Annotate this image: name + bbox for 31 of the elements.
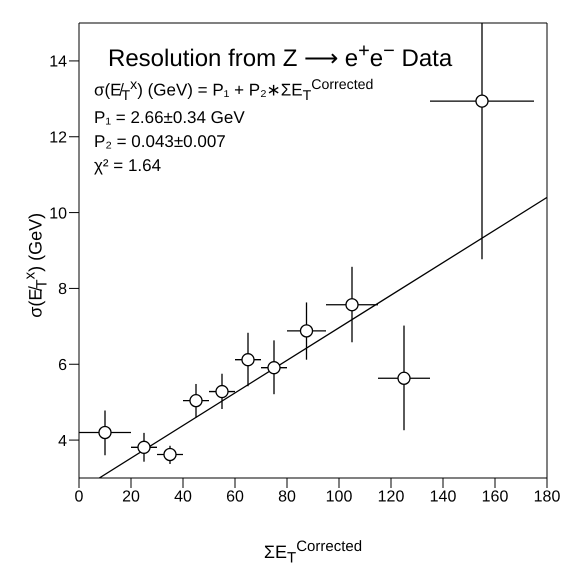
x-tick-label: 80 xyxy=(278,488,296,506)
x-tick-label: 40 xyxy=(174,488,192,506)
point xyxy=(267,361,281,374)
y-tick-label: 4 xyxy=(58,432,68,450)
x-tick-label: 60 xyxy=(226,488,244,506)
x-tick-label: 180 xyxy=(534,488,560,506)
x-tick-label: 20 xyxy=(122,488,140,506)
x-tick-label: 100 xyxy=(326,488,352,506)
y-tick-label: 6 xyxy=(58,356,68,374)
point xyxy=(475,94,489,108)
y-tick-label: 8 xyxy=(58,281,68,298)
point xyxy=(189,394,203,408)
y-tick-label: 14 xyxy=(49,54,68,71)
x-tick-label: 0 xyxy=(74,488,84,506)
x-tick-label: 140 xyxy=(430,488,456,506)
annotation: P₂ = 0.043±0.007 xyxy=(94,132,227,152)
annotation: P₁ = 2.66±0.34 GeV xyxy=(94,108,246,128)
point xyxy=(163,448,177,462)
annotation: χ² = 1.64 xyxy=(94,156,162,176)
point xyxy=(345,298,359,312)
x-tick-label: 120 xyxy=(378,488,404,506)
point xyxy=(397,372,411,385)
point xyxy=(241,353,255,366)
point xyxy=(300,324,314,338)
x-tick-label: 160 xyxy=(482,488,508,506)
annotation: Resolution from Z ⟶ e$^{+}$e$^{−}$ Data xyxy=(108,40,452,73)
point xyxy=(98,426,112,440)
y-tick-label: 10 xyxy=(49,205,68,222)
point xyxy=(215,384,229,398)
point xyxy=(137,440,151,454)
y-tick-label: 12 xyxy=(49,129,68,146)
